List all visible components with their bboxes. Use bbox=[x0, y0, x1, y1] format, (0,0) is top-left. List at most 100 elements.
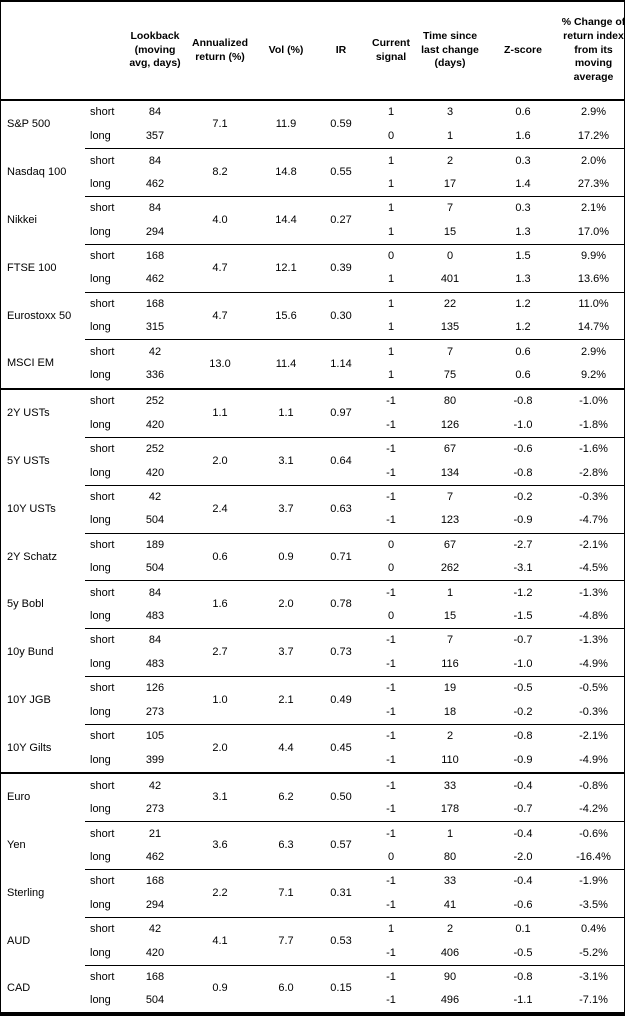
lookback-value: 168 bbox=[127, 869, 183, 894]
lookback-value: 462 bbox=[145, 273, 165, 286]
lookback-value: 504 bbox=[145, 994, 165, 1007]
pct-change-value: -4.9% bbox=[579, 753, 608, 766]
zscore-value: -3.1 bbox=[513, 562, 533, 575]
pct-change-value: -4.8% bbox=[579, 609, 608, 622]
instrument-name: FTSE 100 bbox=[7, 261, 57, 274]
lookback-value: 84 bbox=[127, 196, 183, 221]
leg-label: long bbox=[90, 609, 111, 622]
current-signal-value: -1 bbox=[386, 418, 396, 431]
vol-value: 7.7 bbox=[257, 916, 315, 966]
table-row: long 483 0 15 -1.5 -4.8% bbox=[1, 605, 624, 629]
annualized-return-value: 2.7 bbox=[183, 628, 257, 677]
zscore-value: 1.3 bbox=[515, 225, 531, 238]
ir-value: 0.59 bbox=[330, 118, 352, 131]
ir-value: 0.31 bbox=[315, 869, 367, 918]
pct-change-value: 9.9% bbox=[561, 243, 624, 269]
zscore-value: -1.0 bbox=[513, 657, 533, 670]
time-since-change-value: 1 bbox=[415, 580, 485, 605]
table-row: Nikkei short 84 4.0 14.4 0.27 1 7 0.3 2.1% bbox=[1, 196, 624, 245]
time-since-change-value: 90 bbox=[415, 964, 485, 990]
lookback-value: 357 bbox=[145, 130, 165, 143]
pct-change-value: -0.8% bbox=[561, 772, 624, 798]
time-since-change-value: 41 bbox=[443, 898, 457, 911]
pct-change-value: 2.1% bbox=[561, 196, 624, 221]
leg-label: short bbox=[85, 723, 127, 749]
time-since-change-value: 80 bbox=[443, 850, 457, 863]
lookback-value: 273 bbox=[145, 803, 165, 816]
col-header-annualized-return: Annualized return (%) bbox=[183, 2, 257, 101]
table-row: long 336 1 75 0.6 9.2% bbox=[1, 364, 624, 389]
annualized-return-value: 2.4 bbox=[183, 484, 257, 534]
time-since-change-value: 22 bbox=[415, 291, 485, 317]
lookback-value: 168 bbox=[127, 291, 183, 317]
pct-change-value: -1.3% bbox=[561, 580, 624, 605]
annualized-return-value: 4.7 bbox=[183, 291, 257, 340]
table-row: 10Y JGB short 126 1.0 2.1 0.49 -1 19 -0.5 -0.5% bbox=[1, 675, 624, 725]
time-since-change-value: 1 bbox=[446, 130, 454, 143]
pct-change-value: -1.9% bbox=[561, 869, 624, 894]
col-header-time-since-change: Time since last change (days) bbox=[415, 2, 485, 101]
annualized-return-value: 7.1 bbox=[212, 118, 228, 131]
time-since-change-value: 7 bbox=[415, 628, 485, 653]
table-row: long 315 1 135 1.2 14.7% bbox=[1, 316, 624, 340]
annualized-return-value: 2.0 bbox=[183, 437, 257, 486]
zscore-value: -0.4 bbox=[485, 772, 561, 798]
vol-value: 14.8 bbox=[257, 148, 315, 197]
ir-value: 0.30 bbox=[315, 291, 367, 340]
ir-value: 0.45 bbox=[315, 723, 367, 774]
pct-change-value: -0.3% bbox=[579, 705, 608, 718]
lookback-value: 399 bbox=[145, 753, 165, 766]
leg-label: short bbox=[85, 772, 127, 798]
time-since-change-value: 3 bbox=[446, 106, 454, 119]
ir-value: 0.71 bbox=[315, 532, 367, 581]
leg-label: long bbox=[90, 418, 111, 431]
ir-value: 0.50 bbox=[315, 772, 367, 822]
time-since-change-value: 496 bbox=[440, 994, 460, 1007]
current-signal-value: -1 bbox=[367, 723, 415, 749]
time-since-change-value: 7 bbox=[415, 484, 485, 510]
current-signal-value: -1 bbox=[386, 898, 396, 911]
time-since-change-value: 80 bbox=[415, 387, 485, 414]
pct-change-value: 2.9% bbox=[580, 106, 607, 119]
lookback-value: 252 bbox=[127, 387, 183, 414]
current-signal-value: -1 bbox=[386, 705, 396, 718]
zscore-value: -0.6 bbox=[485, 437, 561, 462]
zscore-value: 0.6 bbox=[515, 106, 531, 119]
leg-label: short bbox=[85, 387, 127, 414]
time-since-change-value: 2 bbox=[415, 148, 485, 173]
annualized-return-value: 0.6 bbox=[183, 532, 257, 581]
zscore-value: 0.1 bbox=[485, 916, 561, 942]
zscore-value: 0.3 bbox=[485, 148, 561, 173]
annualized-return-value: 8.2 bbox=[183, 148, 257, 197]
table-row: long 504 -1 123 -0.9 -4.7% bbox=[1, 509, 624, 533]
col-header-zscore: Z-score bbox=[485, 2, 561, 101]
lookback-value: 42 bbox=[127, 916, 183, 942]
zscore-value: -1.0 bbox=[513, 418, 533, 431]
pct-change-value: -1.6% bbox=[561, 437, 624, 462]
time-since-change-value: 135 bbox=[440, 321, 460, 334]
table-row: long 294 1 15 1.3 17.0% bbox=[1, 220, 624, 244]
current-signal-value: -1 bbox=[367, 580, 415, 605]
ir-value: 0.57 bbox=[315, 821, 367, 870]
lookback-value: 294 bbox=[145, 225, 165, 238]
vol-value: 3.1 bbox=[257, 437, 315, 486]
lookback-value: 42 bbox=[127, 484, 183, 510]
current-signal-value: -1 bbox=[367, 484, 415, 510]
time-since-change-value: 75 bbox=[443, 369, 457, 382]
pct-change-value: -5.2% bbox=[579, 946, 608, 959]
ir-value: 0.97 bbox=[315, 387, 367, 438]
vol-value: 1.1 bbox=[257, 387, 315, 438]
lookback-value: 168 bbox=[127, 243, 183, 269]
table-row: MSCI EM short 42 13.0 11.4 1.14 1 7 0.6 2.9% bbox=[1, 339, 624, 389]
leg-label: long bbox=[90, 514, 111, 527]
leg-label: long bbox=[90, 273, 111, 286]
time-since-change-value: 19 bbox=[415, 675, 485, 701]
leg-label: short bbox=[85, 437, 127, 462]
col-header-lookback: Lookback (moving avg, days) bbox=[127, 2, 183, 101]
pct-change-value: 2.9% bbox=[561, 339, 624, 364]
zscore-value: -0.2 bbox=[485, 484, 561, 510]
leg-label: long bbox=[90, 562, 111, 575]
table-row: Nasdaq 100 short 84 8.2 14.8 0.55 1 2 0.3 2.0% bbox=[1, 148, 624, 197]
table-row: long 483 -1 116 -1.0 -4.9% bbox=[1, 653, 624, 677]
zscore-value: -0.8 bbox=[485, 723, 561, 749]
